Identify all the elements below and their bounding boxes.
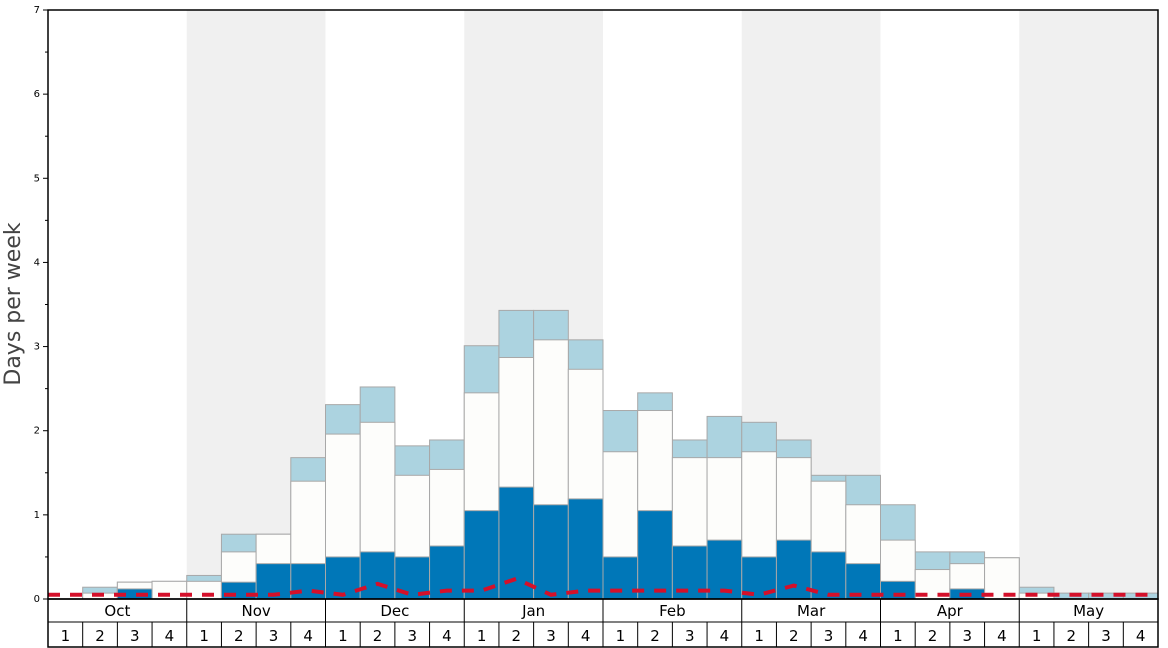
month-label-mar: Mar — [797, 602, 826, 620]
week-label: 2 — [1067, 627, 1077, 645]
bar-dark — [533, 504, 569, 600]
week-label: 1 — [754, 627, 764, 645]
x-axis: Oct 1 2 3 4 Nov 1 2 3 4 Dec 1 2 3 4 Jan 1 2 3 4 Feb 1 2 3 4 Mar 1 2… — [47, 598, 1159, 648]
bar-dark — [463, 510, 500, 600]
week-label: 4 — [442, 627, 452, 645]
week-label: 4 — [1136, 627, 1146, 645]
bar-dark — [359, 551, 396, 600]
week-label: 4 — [720, 627, 730, 645]
y-axis-title: Days per week — [1, 222, 26, 385]
month-band-may — [1019, 10, 1158, 599]
bar-dark — [567, 498, 604, 600]
y-tick-label: 5 — [34, 173, 40, 184]
bar-dark — [637, 510, 673, 600]
y-tick-label: 4 — [34, 257, 40, 268]
y-tick-label: 3 — [34, 342, 40, 353]
week-label: 3 — [1101, 627, 1111, 645]
y-tick-label: 6 — [34, 89, 40, 100]
month-label-nov: Nov — [241, 602, 270, 620]
week-label: 3 — [962, 627, 972, 645]
week-label: 4 — [303, 627, 313, 645]
week-label: 1 — [199, 627, 209, 645]
week-label: 3 — [685, 627, 695, 645]
week-label: 4 — [997, 627, 1007, 645]
week-label: 1 — [616, 627, 626, 645]
week-label: 2 — [512, 627, 522, 645]
y-tick-label: 0 — [34, 594, 40, 605]
week-label: 3 — [546, 627, 556, 645]
bars — [82, 309, 1159, 600]
week-label: 3 — [824, 627, 834, 645]
month-label-jan: Jan — [521, 602, 545, 620]
week-label: 2 — [789, 627, 799, 645]
bar-dark — [775, 539, 812, 600]
week-label: 1 — [893, 627, 903, 645]
week-label: 2 — [373, 627, 383, 645]
week-label: 4 — [858, 627, 868, 645]
week-label: 2 — [928, 627, 938, 645]
y-tick-label: 7 — [34, 5, 40, 16]
week-label: 3 — [130, 627, 140, 645]
week-label: 1 — [1032, 627, 1042, 645]
week-label: 3 — [269, 627, 279, 645]
dashed-line-layer — [48, 576, 1158, 597]
week-label: 1 — [338, 627, 348, 645]
y-tick-label: 1 — [34, 510, 40, 521]
week-label: 3 — [407, 627, 417, 645]
month-label-may: May — [1073, 602, 1104, 620]
bar-dark — [325, 556, 361, 600]
month-label-oct: Oct — [104, 602, 130, 620]
week-label: 1 — [477, 627, 487, 645]
month-label-apr: Apr — [937, 602, 964, 620]
week-label: 4 — [581, 627, 591, 645]
dashed-line — [48, 576, 1158, 597]
week-label: 2 — [95, 627, 105, 645]
month-label-feb: Feb — [659, 602, 686, 620]
bar-dark — [602, 556, 639, 600]
bar-middle — [984, 557, 1020, 600]
week-label: 2 — [234, 627, 244, 645]
week-label: 1 — [61, 627, 71, 645]
week-label: 4 — [165, 627, 175, 645]
month-label-dec: Dec — [380, 602, 409, 620]
week-label: 2 — [650, 627, 660, 645]
y-tick-label: 2 — [34, 426, 40, 437]
month-shading-bands — [186, 10, 1158, 599]
